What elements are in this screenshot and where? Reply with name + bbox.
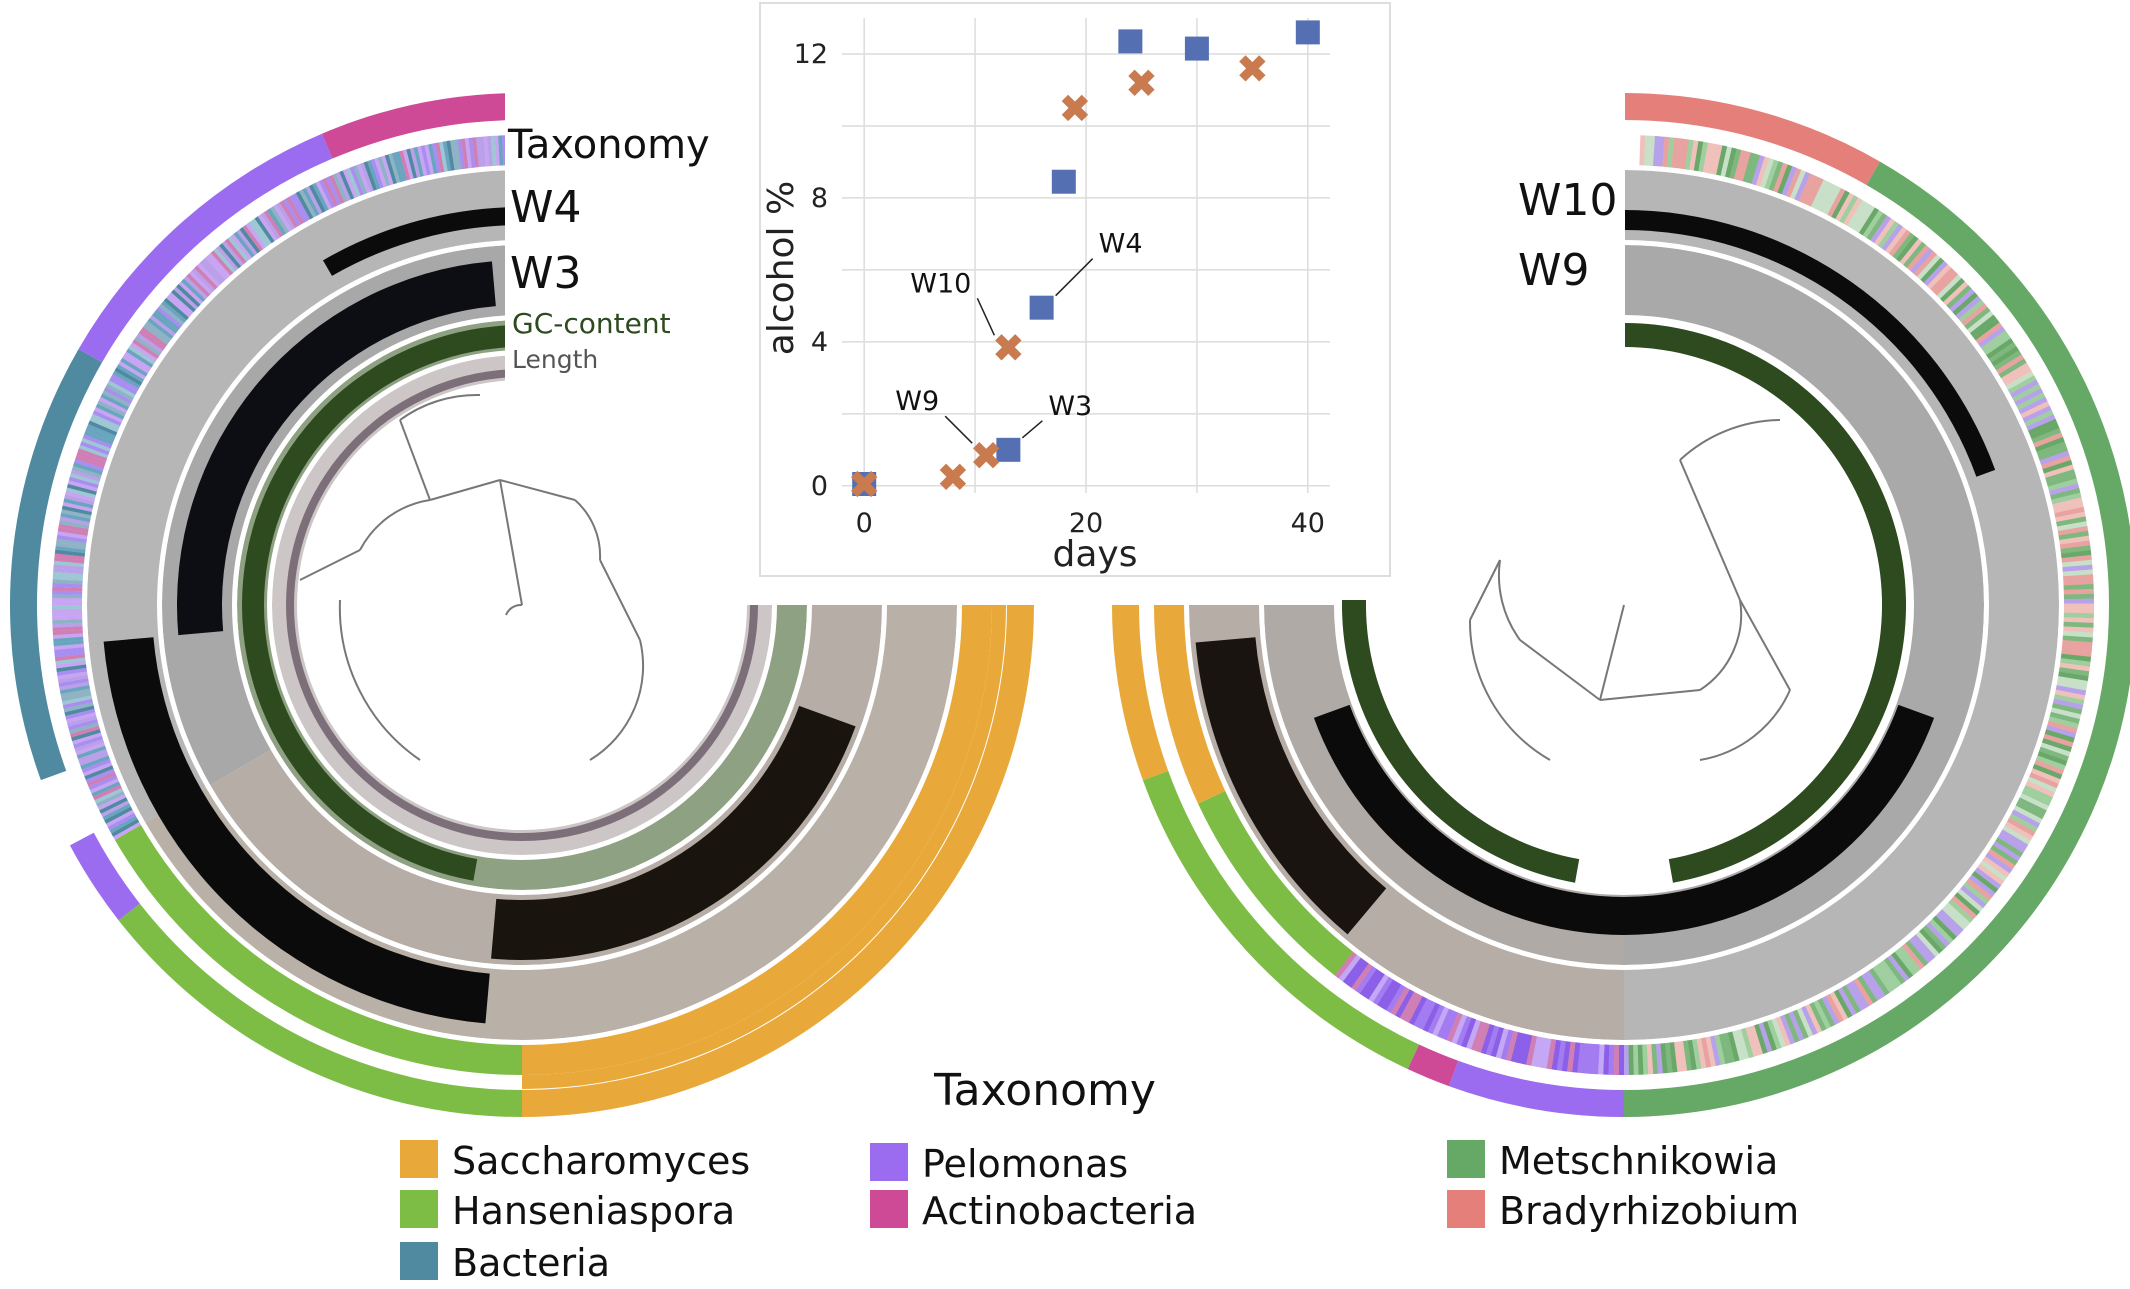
left-taxonomy-stripe <box>52 609 82 613</box>
y-tick-label: 8 <box>811 183 828 214</box>
point-square-W3/W4 <box>1118 29 1142 53</box>
legend-swatch-actinobacteria <box>870 1190 908 1228</box>
legend-swatch-bradyrhizobium <box>1447 1190 1485 1228</box>
annotation-label: W9 <box>895 386 939 417</box>
legend-label-bradyrhizobium: Bradyrhizobium <box>1499 1189 1799 1233</box>
right-taxonomy-stripe <box>2064 608 2094 613</box>
dendrogram-branch <box>340 600 420 760</box>
left-taxonomy-stripe <box>52 612 82 616</box>
right-dendrogram <box>1470 420 1790 760</box>
legend-label-bacteria: Bacteria <box>452 1241 610 1285</box>
dendrogram-branch <box>1470 620 1550 760</box>
right-taxonomy-stripe <box>2064 599 2094 604</box>
legend-title: Taxonomy <box>933 1065 1156 1116</box>
right-taxonomy-stripe <box>2064 594 2094 600</box>
dendrogram-branch <box>1700 690 1790 760</box>
dendrogram-branch <box>1600 605 1624 700</box>
dendrogram-branch <box>500 480 522 605</box>
x-tick-label: 0 <box>856 508 873 539</box>
point-square-W3/W4 <box>1052 170 1076 194</box>
left-taxonomy-stripe <box>52 601 82 605</box>
legend-label-hanseniaspora: Hanseniaspora <box>452 1189 735 1233</box>
legend-label-actinobacteria: Actinobacteria <box>922 1189 1197 1233</box>
dendrogram-branch <box>506 605 522 615</box>
right-taxonomy-stripe <box>1613 1045 1619 1075</box>
point-square-W3/W4 <box>1185 37 1209 61</box>
point-square-W3/W4 <box>1296 20 1320 44</box>
right-taxonomy-stripe <box>1624 1045 1629 1075</box>
dendrogram-branch <box>500 480 575 500</box>
x-tick-label: 40 <box>1291 508 1325 539</box>
dendrogram-branch <box>1680 420 1780 460</box>
dendrogram-branch <box>300 550 360 580</box>
right-label-w10: W10 <box>1518 175 1618 226</box>
left-label-length: Length <box>512 345 598 374</box>
right-label-w9: W9 <box>1518 245 1590 296</box>
right-taxonomy-stripe <box>1628 1045 1633 1075</box>
annotation-label: W10 <box>910 268 971 299</box>
legend-swatch-saccharomyces <box>400 1140 438 1178</box>
annotation-label: W3 <box>1048 391 1092 422</box>
right-taxonomy-stripe <box>1633 1045 1639 1075</box>
dendrogram-branch <box>590 640 643 760</box>
right-taxonomy-stripe <box>2064 603 2094 608</box>
left-label-taxonomy: Taxonomy <box>507 122 710 168</box>
point-square-W3/W4 <box>996 438 1020 462</box>
dendrogram-branch <box>1700 600 1741 690</box>
y-tick-label: 0 <box>811 471 828 502</box>
right-gc-content <box>1342 323 1906 883</box>
legend-label-saccharomyces: Saccharomyces <box>452 1139 750 1183</box>
left-taxonomy-stripe <box>52 598 82 602</box>
y-tick-label: 4 <box>811 327 828 358</box>
dendrogram-branch <box>430 480 500 500</box>
dendrogram-branch <box>600 560 640 640</box>
left-label-w4: W4 <box>510 182 582 233</box>
left-label-gc: GC-content <box>512 307 671 340</box>
dendrogram-branch <box>575 500 600 560</box>
right-taxonomy-stripe <box>1619 1045 1624 1075</box>
left-label-w3: W3 <box>510 248 582 299</box>
point-square-W3/W4 <box>1030 296 1054 320</box>
dendrogram-branch <box>1499 560 1520 640</box>
dendrogram-branch <box>1740 600 1790 690</box>
left-taxonomy-stripe <box>52 605 82 609</box>
dendrogram-branch <box>1600 690 1700 700</box>
y-tick-label: 12 <box>794 39 828 70</box>
legend-swatch-pelomonas <box>870 1143 908 1181</box>
legend-swatch-metschnikowia <box>1447 1140 1485 1178</box>
legend-swatch-hanseniaspora <box>400 1190 438 1228</box>
legend-label-metschnikowia: Metschnikowia <box>1499 1139 1778 1183</box>
legend-label-pelomonas: Pelomonas <box>922 1142 1128 1186</box>
legend-swatch-bacteria <box>400 1242 438 1280</box>
dendrogram-branch <box>1680 460 1740 600</box>
dendrogram-branch <box>400 420 430 500</box>
dendrogram-branch <box>1470 560 1500 620</box>
dendrogram-branch <box>360 500 430 550</box>
y-axis-label: alcohol % <box>761 181 802 355</box>
dendrogram-branch <box>1520 640 1600 700</box>
annotation-label: W4 <box>1099 229 1143 260</box>
x-axis-label: days <box>1053 534 1138 575</box>
